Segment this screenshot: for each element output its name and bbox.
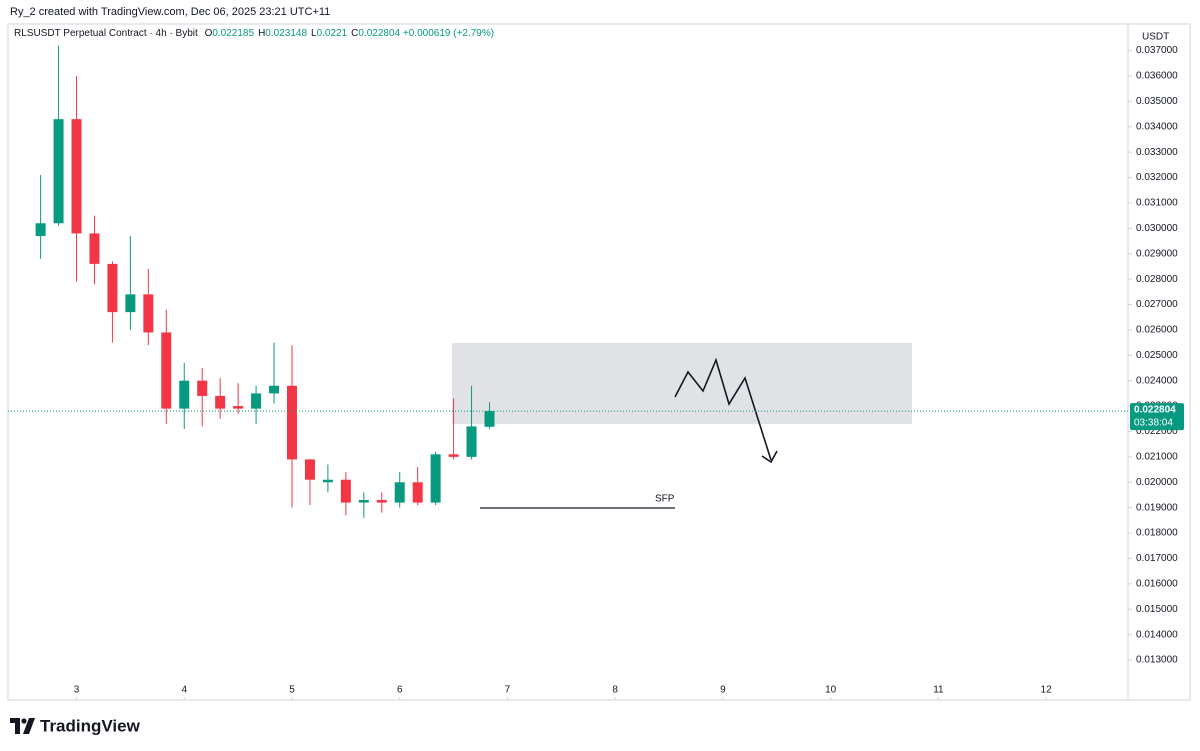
y-tick-label: 0.022000 xyxy=(1136,426,1178,437)
candle-body xyxy=(430,454,441,503)
candle-body xyxy=(179,380,190,409)
y-tick-label: 0.033000 xyxy=(1136,147,1178,158)
candle-body xyxy=(466,426,477,457)
candle-body xyxy=(161,332,172,409)
candle-body xyxy=(233,406,244,409)
ohlc-values: O0.022185 H0.023148 L0.0221 C0.022804 xyxy=(201,28,401,39)
candle-body xyxy=(286,385,297,460)
x-tick-label: 9 xyxy=(720,685,726,696)
y-tick-label: 0.037000 xyxy=(1136,45,1178,56)
legend-header: RLSUSDT Perpetual Contract · 4h · Bybit … xyxy=(14,28,494,39)
y-tick-label: 0.026000 xyxy=(1136,325,1178,336)
candle-body xyxy=(143,294,154,333)
y-tick-label: 0.016000 xyxy=(1136,578,1178,589)
x-tick-label: 10 xyxy=(825,685,837,696)
y-tick-label: 0.031000 xyxy=(1136,198,1178,209)
candle-body xyxy=(304,459,315,480)
candle-body xyxy=(125,294,136,313)
y-tick-label: 0.020000 xyxy=(1136,477,1178,488)
candle-body xyxy=(340,479,351,503)
credit: Ry_2 created with TradingView.com, Dec 0… xyxy=(10,6,330,18)
plot-area xyxy=(35,45,912,518)
symbol-title: RLSUSDT Perpetual Contract · 4h · Bybit xyxy=(14,28,198,39)
x-tick-label: 6 xyxy=(397,685,403,696)
ohlc-value: 0.022804 xyxy=(358,28,401,39)
y-tick-label: 0.035000 xyxy=(1136,96,1178,107)
candle-body xyxy=(376,500,387,503)
change: +0.000619 (+2.79%) xyxy=(402,28,495,39)
candle-body xyxy=(197,380,208,396)
y-tick-label: 0.021000 xyxy=(1136,452,1178,463)
y-tick-label: 0.034000 xyxy=(1136,121,1178,132)
candle-body xyxy=(215,395,226,409)
candle-body xyxy=(53,119,64,224)
brand-icon xyxy=(10,718,35,734)
candle-body xyxy=(35,223,46,236)
ohlc-value: 0.023148 xyxy=(265,28,308,39)
last-price-label: 0.022804 xyxy=(1134,405,1176,416)
candle-body xyxy=(394,482,405,503)
currency: USDT xyxy=(1142,32,1169,43)
x-tick-label: 3 xyxy=(74,685,80,696)
candle-body xyxy=(251,393,262,409)
x-tick-label: 12 xyxy=(1041,685,1053,696)
y-tick-label: 0.029000 xyxy=(1136,248,1178,259)
x-tick-label: 7 xyxy=(505,685,511,696)
ohlc-label: O xyxy=(204,28,213,39)
projection-arrowhead xyxy=(761,450,778,464)
x-tick-label: 11 xyxy=(933,685,944,696)
candle-body xyxy=(107,263,118,313)
y-tick-label: 0.032000 xyxy=(1136,172,1178,183)
y-tick-label: 0.028000 xyxy=(1136,274,1178,285)
projection-path xyxy=(674,357,772,461)
brand-icon-dot xyxy=(21,718,27,724)
x-tick-label: 5 xyxy=(289,685,295,696)
y-tick-label: 0.027000 xyxy=(1136,299,1178,310)
y-tick-label: 0.014000 xyxy=(1136,629,1178,640)
ohlc-label: C xyxy=(351,28,359,39)
y-tick-label: 0.036000 xyxy=(1136,71,1178,82)
candle-body xyxy=(448,454,459,457)
candle-body xyxy=(71,119,82,234)
y-tick-label: 0.030000 xyxy=(1136,223,1178,234)
y-tick-label: 0.013000 xyxy=(1136,655,1178,666)
annotation: SFP xyxy=(655,494,675,505)
brand-logo: TradingView xyxy=(10,716,141,735)
brand: TradingView xyxy=(40,716,141,735)
ohlc-label: L xyxy=(311,28,317,39)
candle-body xyxy=(89,233,100,264)
y-tick-label: 0.018000 xyxy=(1136,528,1178,539)
ohlc-label: H xyxy=(258,28,266,39)
y-tick-label: 0.025000 xyxy=(1136,350,1178,361)
x-tick-label: 4 xyxy=(181,685,187,696)
ohlc-value: 0.022185 xyxy=(212,28,255,39)
ohlc-value: 0.0221 xyxy=(316,28,348,39)
candle-body xyxy=(269,385,280,394)
chart-frame xyxy=(7,23,1191,701)
candle-body xyxy=(412,482,423,503)
y-tick-label: 0.019000 xyxy=(1136,502,1178,513)
countdown: 03:38:04 xyxy=(1134,418,1173,429)
x-tick-label: 8 xyxy=(612,685,618,696)
y-tick-label: 0.024000 xyxy=(1136,375,1178,386)
y-tick-label: 0.015000 xyxy=(1136,604,1178,615)
y-tick-label: 0.017000 xyxy=(1136,553,1178,564)
last-price-box xyxy=(1130,403,1184,431)
candle-body xyxy=(322,479,333,483)
candle-body xyxy=(484,411,495,427)
candle-body xyxy=(358,500,369,503)
